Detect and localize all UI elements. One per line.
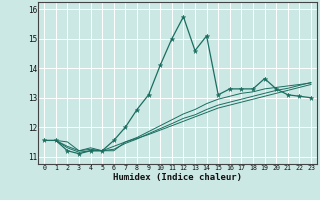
X-axis label: Humidex (Indice chaleur): Humidex (Indice chaleur) [113, 173, 242, 182]
